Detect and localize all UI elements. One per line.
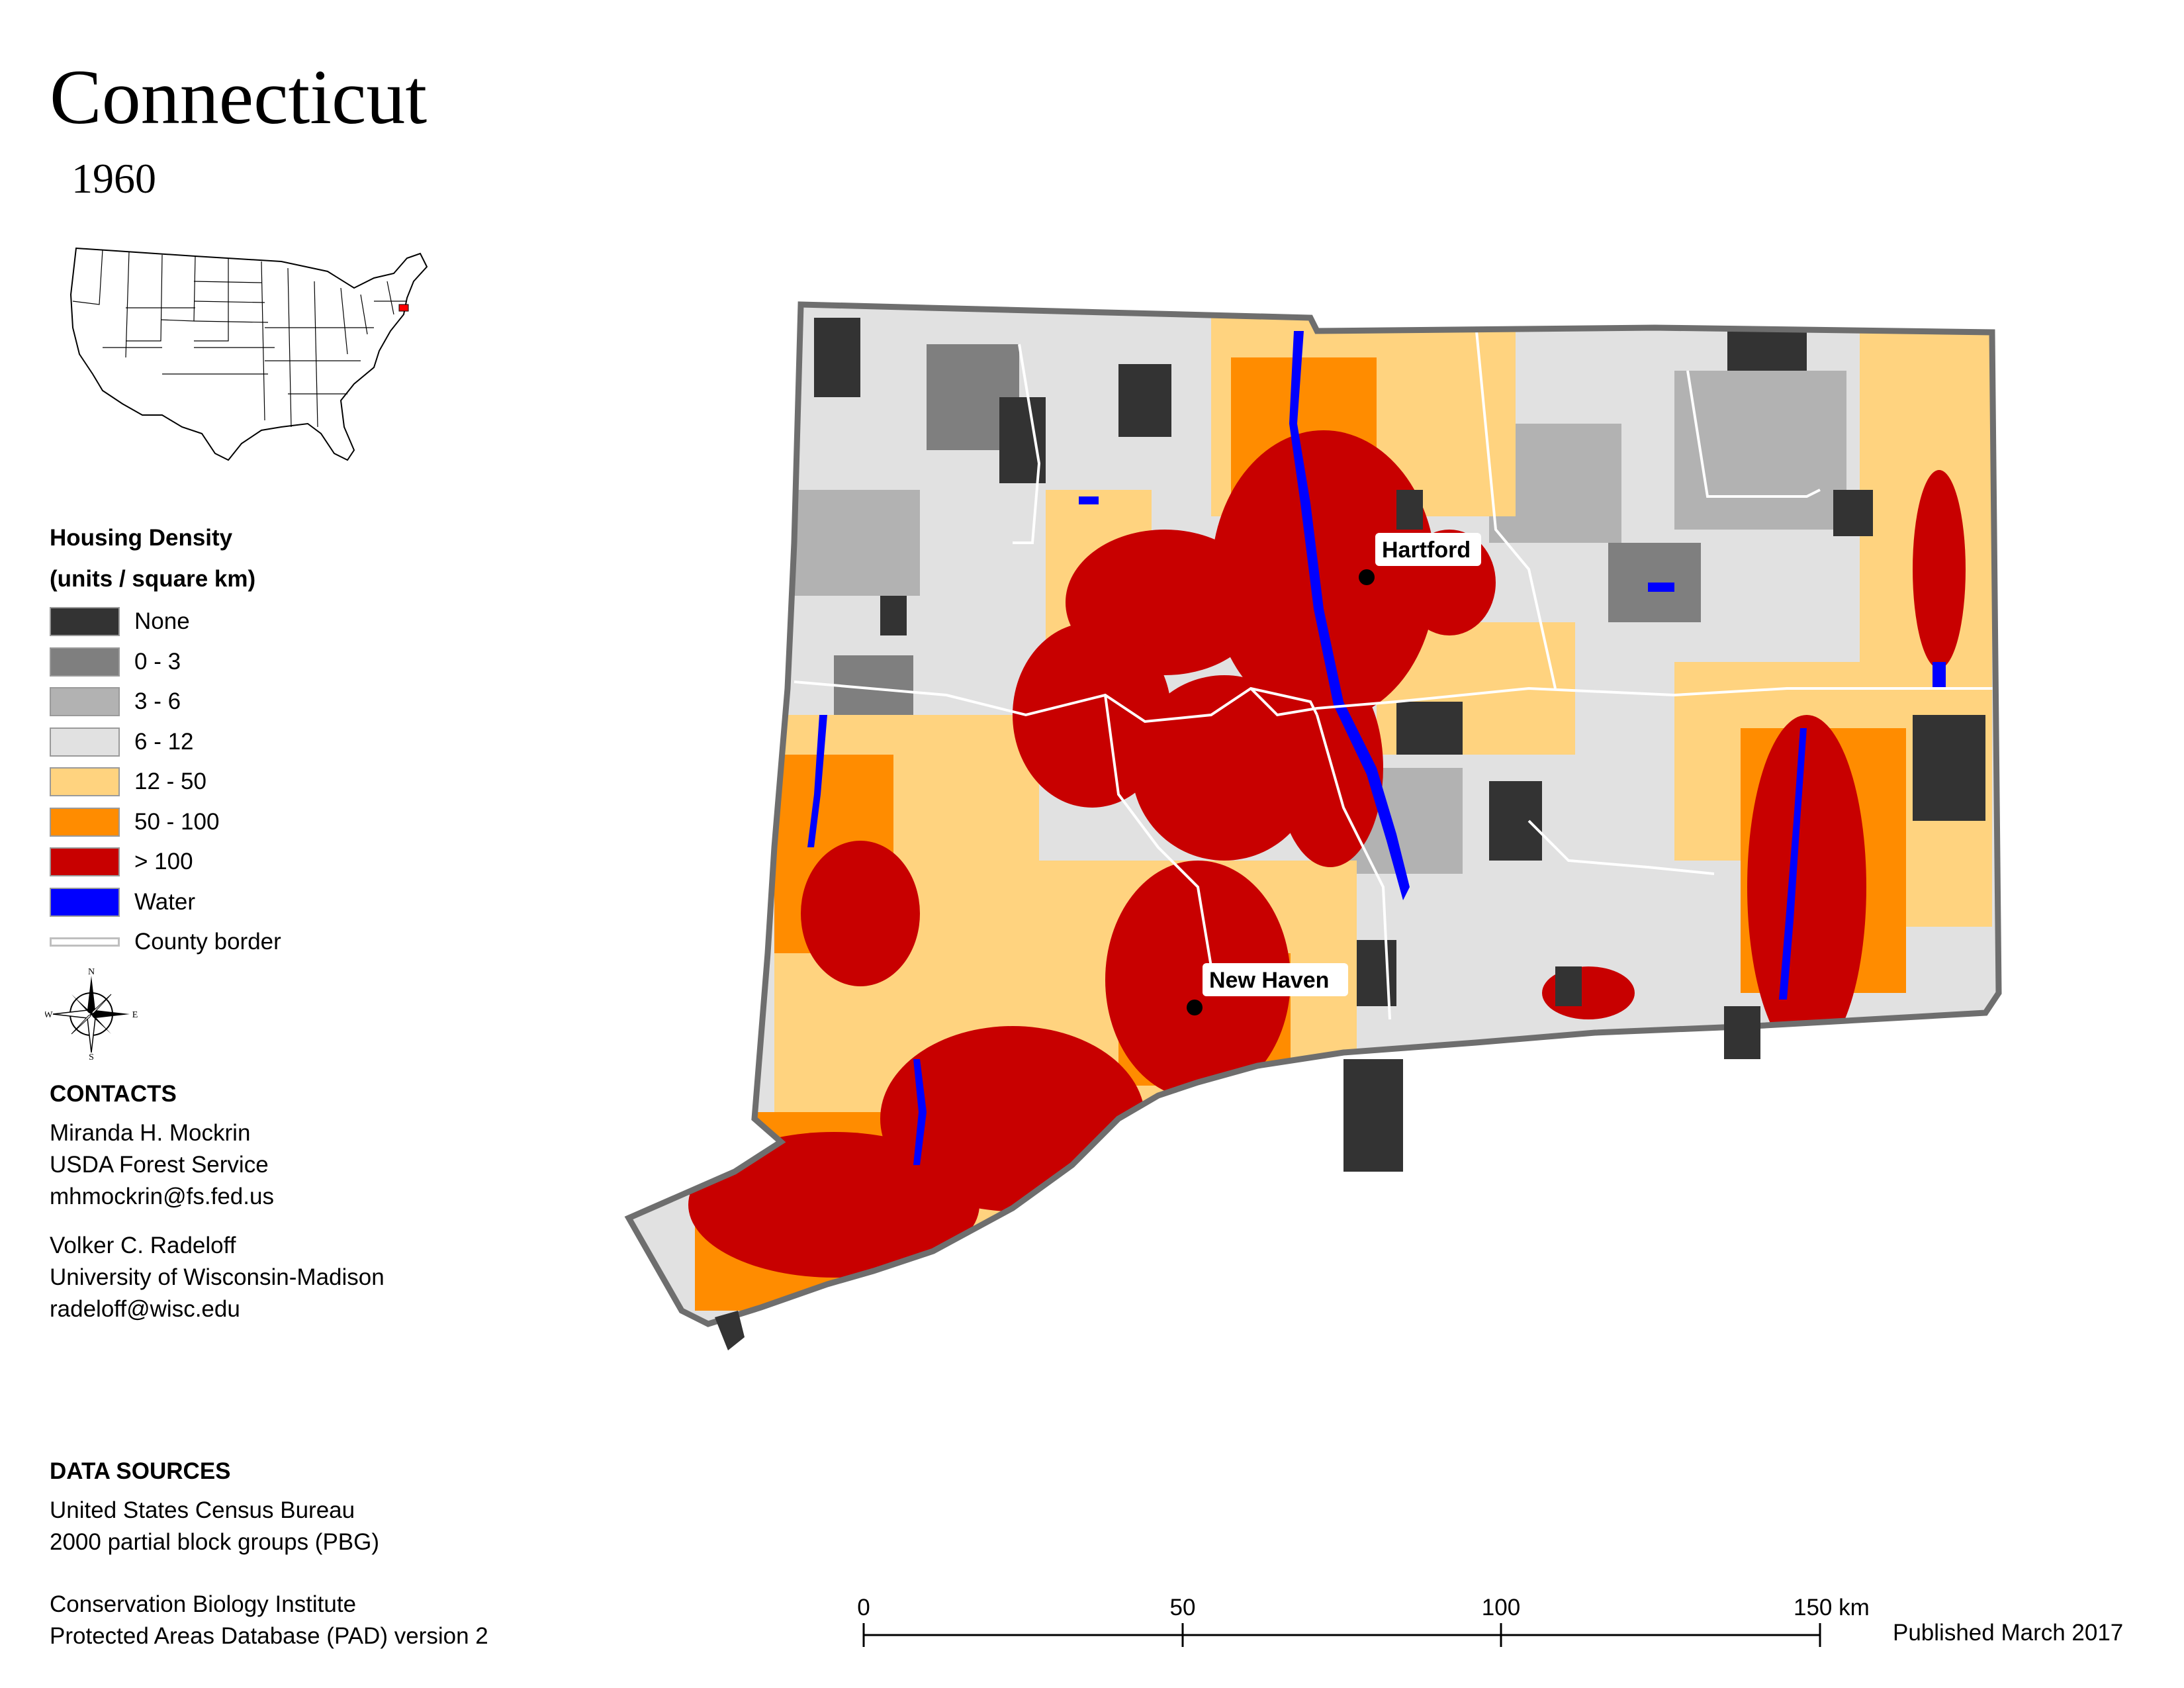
legend-swatch [50,887,120,917]
data-source-line4: Protected Areas Database (PAD) version 2 [50,1623,488,1649]
compass-s: S [89,1053,94,1060]
contact-2-email[interactable]: radeloff@wisc.edu [50,1296,240,1322]
map-title: Connecticut [50,54,428,140]
legend-row-county-border: County border [50,927,281,957]
legend-swatch [50,647,120,677]
legend-row: 6 - 12 [50,727,194,757]
legend-row: 0 - 3 [50,647,181,677]
scale-tick-0: 0 [857,1595,870,1620]
legend-label: 6 - 12 [134,728,194,755]
legend-title: Housing Density (units / square km) [50,518,255,600]
island-block-far-east [1724,1006,1760,1059]
scale-tick-50: 50 [1170,1595,1196,1620]
contact-1-org: USDA Forest Service [50,1152,269,1178]
scale-tick-150: 150 km [1794,1595,1870,1620]
legend-swatch [50,727,120,757]
contact-2-name: Volker C. Radeloff [50,1233,236,1258]
legend-swatch [50,847,120,876]
city-label-hartford: Hartford [1382,538,1471,563]
legend-label-county-border: County border [134,929,281,955]
county-border-swatch [50,937,120,947]
contact-1-name: Miranda H. Mockrin [50,1120,251,1146]
legend-row: > 100 [50,847,193,877]
data-source-cbi: Conservation Biology Institute Protected… [50,1589,488,1652]
legend-label: None [134,608,190,634]
legend-row: 12 - 50 [50,767,206,797]
contact-2: Volker C. Radeloff University of Wiscons… [50,1230,385,1325]
us-outline [69,247,428,461]
contact-2-org: University of Wisconsin-Madison [50,1264,385,1290]
contact-1: Miranda H. Mockrin USDA Forest Service m… [50,1117,274,1213]
legend-swatch [50,607,120,636]
connecticut-highlight [398,304,409,312]
scale-bar: 0 50 100 150 km [857,1595,1870,1647]
legend-title-line1: Housing Density [50,525,233,551]
compass-w: W [45,1010,53,1020]
legend-label: 50 - 100 [134,808,220,835]
data-source-line3: Conservation Biology Institute [50,1591,357,1617]
contacts-heading: CONTACTS [50,1081,177,1107]
legend-row: Water [50,887,195,917]
data-source-census: United States Census Bureau 2000 partial… [50,1495,379,1558]
compass-rose-icon: N S W E [45,968,138,1060]
city-new-haven[interactable]: New Haven [1187,963,1348,1015]
legend-label: > 100 [134,849,193,874]
data-source-line2: 2000 partial block groups (PBG) [50,1529,380,1555]
legend-row: 50 - 100 [50,807,219,837]
scale-tick-100: 100 [1482,1595,1520,1620]
compass-e: E [132,1010,138,1020]
us-locator-map [69,247,428,461]
density-layer [629,305,1999,1324]
island-block-east [1343,1059,1403,1172]
island-block-southwest [715,1311,745,1350]
legend-label: 12 - 50 [134,769,206,794]
legend-swatch [50,767,120,796]
contact-1-email[interactable]: mhmockrin@fs.fed.us [50,1184,274,1209]
legend-title-line2: (units / square km) [50,566,256,592]
legend-swatch [50,807,120,837]
compass-n: N [88,968,95,977]
legend-swatch [50,687,120,716]
legend-label: Water [134,888,196,915]
map-year: 1960 [71,155,156,202]
published-date: Published March 2017 [1893,1620,2124,1646]
legend-label: 3 - 6 [134,688,181,714]
data-source-line1: United States Census Bureau [50,1497,355,1523]
city-hartford[interactable]: Hartford [1359,533,1481,585]
data-sources-heading: DATA SOURCES [50,1458,231,1484]
city-label-new-haven: New Haven [1209,968,1329,993]
legend-row: 3 - 6 [50,686,181,717]
legend-label: 0 - 3 [134,648,181,675]
legend-row: None [50,606,190,637]
connecticut-housing-density-map: Hartford New Haven [615,291,2032,1350]
